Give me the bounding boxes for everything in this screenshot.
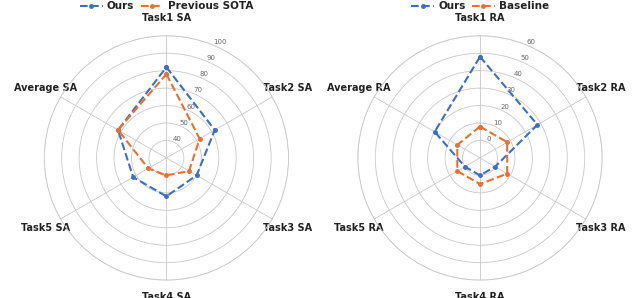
Baseline — [454, 143, 461, 147]
Previous SOTA — [196, 137, 204, 141]
Ours — [129, 175, 137, 179]
Previous SOTA — [163, 72, 170, 76]
Ours — [492, 165, 499, 168]
Baseline — [454, 169, 461, 173]
Previous SOTA — [163, 174, 170, 177]
Baseline — [504, 172, 511, 176]
Ours — [163, 65, 170, 69]
Ours — [534, 123, 541, 127]
Ours — [163, 65, 170, 69]
Ours — [476, 55, 484, 58]
Ours — [431, 130, 438, 134]
Ours — [163, 195, 170, 198]
Legend: Ours, Previous SOTA: Ours, Previous SOTA — [76, 0, 257, 15]
Previous SOTA — [145, 167, 152, 170]
Legend: Ours, Baseline: Ours, Baseline — [407, 0, 553, 15]
Line: Previous SOTA: Previous SOTA — [116, 72, 202, 177]
Ours — [193, 174, 200, 177]
Baseline — [476, 125, 484, 128]
Previous SOTA — [185, 169, 193, 173]
Ours — [114, 128, 122, 132]
Ours — [476, 55, 484, 58]
Line: Ours: Ours — [116, 66, 216, 198]
Baseline — [476, 125, 484, 128]
Previous SOTA — [114, 128, 122, 132]
Ours — [211, 128, 219, 132]
Ours — [476, 174, 484, 177]
Previous SOTA — [163, 72, 170, 76]
Baseline — [504, 140, 511, 144]
Line: Ours: Ours — [433, 55, 539, 177]
Line: Baseline: Baseline — [456, 125, 509, 186]
Ours — [461, 165, 468, 168]
Baseline — [476, 182, 484, 186]
